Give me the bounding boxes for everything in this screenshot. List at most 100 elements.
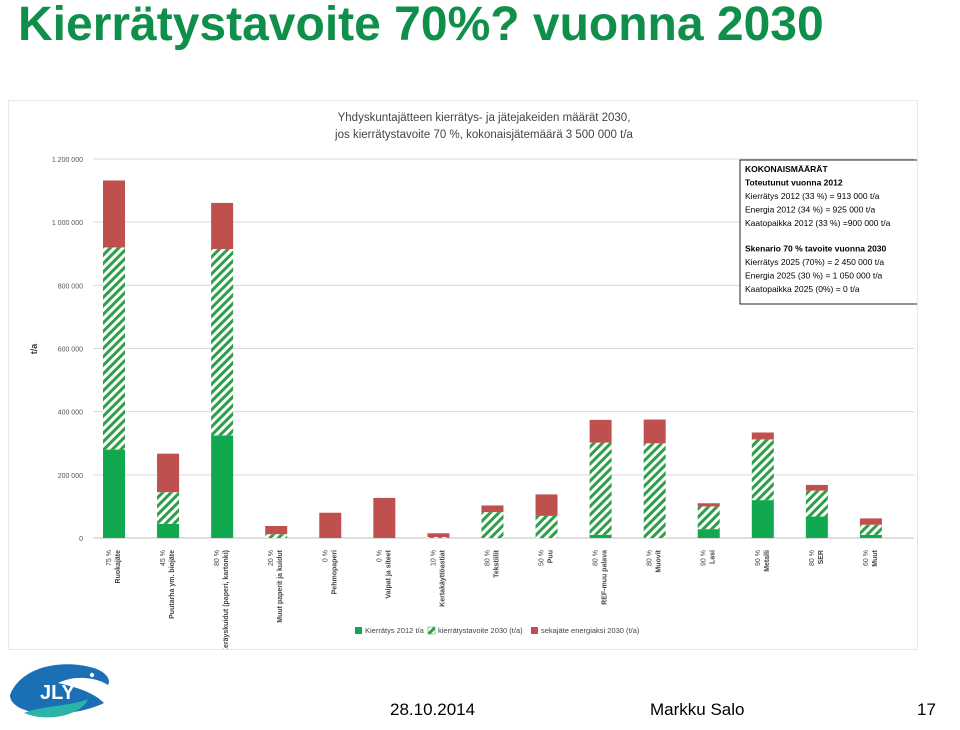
bar-segment-s1-c8 <box>535 515 558 538</box>
bar-segment-s2-c9 <box>589 419 612 443</box>
bar-segment-s2-c6 <box>427 533 450 538</box>
category-name-label: Keräyskuidut (paperi, kartonki) <box>223 550 230 649</box>
category-name-label: Metalli <box>764 550 771 572</box>
bar-segment-s0-c1 <box>157 523 180 538</box>
info-line: Energia 2012 (34 %) = 925 000 t/a <box>745 205 875 215</box>
bar-segment-s1-c9 <box>589 442 612 535</box>
category-name-label: Pehmopaperi <box>331 550 338 594</box>
bar-segment-s2-c13 <box>805 484 828 491</box>
bar-segment-s1-c1 <box>157 492 180 524</box>
scenario-line: Energia 2025 (30 %) = 1 050 000 t/a <box>745 271 883 281</box>
category-name-label: Lasi <box>710 550 717 564</box>
category-pct-label: 10 % <box>430 550 437 566</box>
legend-swatch <box>427 626 436 635</box>
y-tick-label: 1 200 000 <box>52 157 83 164</box>
chart-title-line: jos kierrätystavoite 70 %, kokonaisjätem… <box>334 129 633 141</box>
y-tick-label: 200 000 <box>58 473 83 480</box>
footer-author: Markku Salo <box>650 700 745 719</box>
bar-segment-s1-c3 <box>265 534 288 538</box>
bar-segment-s0-c9 <box>589 534 612 538</box>
bar-segment-s2-c0 <box>103 180 125 248</box>
bar-segment-s1-c12 <box>751 439 774 501</box>
category-name-label: REF-muu palava <box>602 550 609 605</box>
bar-segment-s2-c11 <box>697 503 720 507</box>
category-name-label: Vaipat ja siteet <box>385 549 392 598</box>
bar-segment-s1-c7 <box>481 512 504 538</box>
category-name-label: Muovit <box>656 549 663 572</box>
category-pct-label: 90 % <box>701 550 708 566</box>
bar-segment-s2-c10 <box>643 419 666 444</box>
legend-label: sekajäte energiaksi 2030 (t/a) <box>541 626 640 635</box>
bar-segment-s2-c4 <box>319 512 342 538</box>
bar-segment-s2-c1 <box>157 453 180 493</box>
category-name-label: Tekstiilit <box>493 549 500 578</box>
page-number: 17 <box>917 700 936 719</box>
slide-title: Kierrätystavoite 70%? vuonna 2030 <box>18 0 824 51</box>
chart-title-line: Yhdyskuntajätteen kierrätys- ja jätejake… <box>338 112 631 124</box>
category-pct-label: 80 % <box>484 550 491 566</box>
info-line: Kierrätys 2012 (33 %) = 913 000 t/a <box>745 191 880 201</box>
category-pct-label: 80 % <box>214 550 221 566</box>
bar-segment-s1-c14 <box>859 524 882 535</box>
category-pct-label: 50 % <box>539 550 546 566</box>
category-name-label: Puutarha ym. biojäte <box>169 550 176 619</box>
scenario-heading: Skenario 70 % tavoite vuonna 2030 <box>745 244 887 254</box>
bar-segment-s0-c0 <box>103 449 125 538</box>
y-axis-label: t/a <box>29 343 39 354</box>
info-subheading: Toteutunut vuonna 2012 <box>745 178 843 188</box>
y-tick-label: 800 000 <box>58 283 83 290</box>
stacked-bar-chart: 0 200 000 400 000 600 000 800 000 1 000 000 1 … <box>29 112 917 649</box>
bar-segment-s2-c14 <box>859 518 882 525</box>
category-pct-label: 90 % <box>755 550 762 566</box>
bar-segment-s1-c13 <box>805 490 828 517</box>
category-name-label: Ruokajäte <box>115 550 122 584</box>
bar-segment-s2-c5 <box>373 497 396 538</box>
bar-segment-s0-c14 <box>859 534 882 538</box>
legend-label: Kierrätys 2012 t/a <box>365 626 425 635</box>
bar-segment-s2-c12 <box>751 432 774 440</box>
info-line: Kaatopaikka 2012 (33 %) =900 000 t/a <box>745 218 891 228</box>
chart-panel: 0 200 000 400 000 600 000 800 000 1 000 000 1 … <box>8 100 918 650</box>
legend-label: kierrätystavoite 2030 (t/a) <box>438 626 523 635</box>
y-tick-label: 400 000 <box>58 410 83 417</box>
category-name-label: Puu <box>548 550 555 563</box>
bar-segment-s1-c6 <box>427 537 450 538</box>
legend-swatch <box>531 627 538 634</box>
category-name-label: SER <box>818 550 825 564</box>
scenario-line: Kierrätys 2025 (70%) = 2 450 000 t/a <box>745 257 884 267</box>
category-pct-label: 75 % <box>106 550 113 566</box>
logo-text: JLY <box>40 682 76 704</box>
footer-date: 28.10.2014 <box>390 700 476 719</box>
bar-segment-s1-c10 <box>643 443 666 538</box>
scenario-line: Kaatopaikka 2025 (0%) = 0 t/a <box>745 284 860 294</box>
logo-wave-shape <box>24 699 88 718</box>
bar-segment-s1-c0 <box>103 247 125 450</box>
bar-segment-s1-c2 <box>211 249 234 436</box>
bar-segment-s0-c13 <box>805 516 828 538</box>
category-pct-label: 60 % <box>863 550 870 566</box>
category-pct-label: 80 % <box>593 550 600 566</box>
y-tick-label: 1 000 000 <box>52 220 83 227</box>
category-name-label: Muut paperit ja kuidut <box>277 549 284 622</box>
y-tick-label: 0 <box>79 536 83 543</box>
category-pct-label: 80 % <box>647 550 654 566</box>
category-pct-label: 20 % <box>268 550 275 566</box>
bar-segment-s0-c11 <box>697 529 720 538</box>
info-heading: KOKONAISMÄÄRÄT <box>745 164 828 174</box>
bar-segment-s2-c7 <box>481 505 504 513</box>
bar-segment-s0-c12 <box>751 500 774 538</box>
jly-logo: JLY <box>10 664 110 718</box>
category-pct-label: 45 % <box>160 550 167 566</box>
bar-segment-s2-c8 <box>535 494 558 516</box>
bar-segment-s2-c2 <box>211 202 234 250</box>
category-name-label: Kertakäyttöastiat <box>439 549 446 606</box>
y-tick-label: 600 000 <box>58 347 83 354</box>
category-pct-label: 0 % <box>376 550 383 562</box>
bar-segment-s1-c11 <box>697 506 720 530</box>
bar-segment-s2-c3 <box>265 525 288 535</box>
bar-segment-s0-c2 <box>211 435 234 538</box>
totals-info-box <box>739 159 917 305</box>
category-name-label: Muut <box>872 549 879 566</box>
category-pct-label: 0 % <box>322 550 329 562</box>
legend-swatch <box>355 627 362 634</box>
